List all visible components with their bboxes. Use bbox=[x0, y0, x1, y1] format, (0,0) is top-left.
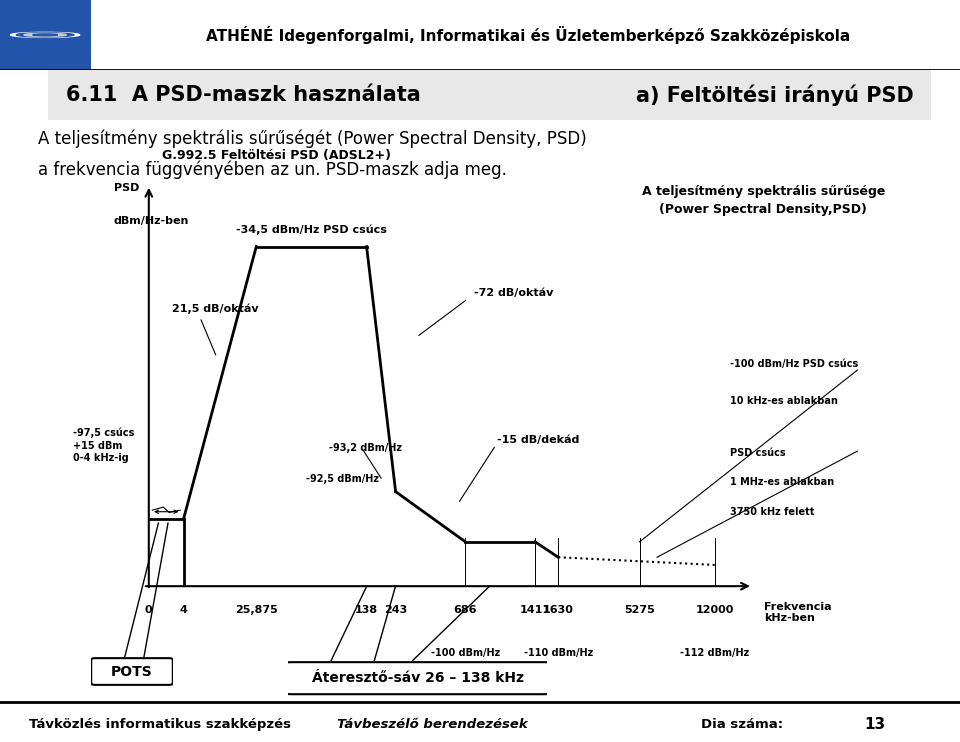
Text: 243: 243 bbox=[384, 605, 407, 615]
Text: 138: 138 bbox=[355, 605, 378, 615]
FancyBboxPatch shape bbox=[280, 662, 555, 695]
Text: -92,5 dBm/Hz: -92,5 dBm/Hz bbox=[305, 474, 378, 485]
Text: 25,875: 25,875 bbox=[235, 605, 277, 615]
Text: PSD: PSD bbox=[114, 183, 139, 193]
Text: 10 kHz-es ablakban: 10 kHz-es ablakban bbox=[730, 395, 837, 406]
Text: 1411: 1411 bbox=[519, 605, 551, 615]
Text: -72 dB/oktáv: -72 dB/oktáv bbox=[474, 288, 553, 298]
Text: 6.11  A PSD-maszk használata: 6.11 A PSD-maszk használata bbox=[65, 85, 420, 105]
Text: a frekvencia függvényében az un. PSD-maszk adja meg.: a frekvencia függvényében az un. PSD-mas… bbox=[37, 160, 507, 179]
Text: a) Feltöltési irányú PSD: a) Feltöltési irányú PSD bbox=[636, 85, 914, 105]
Text: Dia száma:: Dia száma: bbox=[701, 718, 783, 731]
Text: Távközlés informatikus szakképzés: Távközlés informatikus szakképzés bbox=[29, 718, 291, 731]
Circle shape bbox=[16, 33, 74, 37]
Text: 13: 13 bbox=[864, 717, 885, 732]
Text: -34,5 dBm/Hz PSD csúcs: -34,5 dBm/Hz PSD csúcs bbox=[236, 225, 387, 235]
Text: A teljesítmény spektrális sűrűségét (Power Spectral Density, PSD): A teljesítmény spektrális sűrűségét (Pow… bbox=[37, 129, 587, 148]
FancyBboxPatch shape bbox=[0, 0, 91, 70]
Text: 686: 686 bbox=[453, 605, 477, 615]
Text: G.992.5 Feltöltési PSD (ADSL2+): G.992.5 Feltöltési PSD (ADSL2+) bbox=[162, 148, 391, 162]
Text: -97,5 csúcs
+15 dBm
0-4 kHz-ig: -97,5 csúcs +15 dBm 0-4 kHz-ig bbox=[73, 427, 134, 463]
Circle shape bbox=[24, 33, 66, 36]
Text: -112 dBm/Hz: -112 dBm/Hz bbox=[681, 648, 750, 658]
Text: 5275: 5275 bbox=[624, 605, 655, 615]
Text: -110 dBm/Hz: -110 dBm/Hz bbox=[523, 648, 593, 658]
Text: 3750 kHz felett: 3750 kHz felett bbox=[730, 508, 814, 517]
Text: 1 MHz-es ablakban: 1 MHz-es ablakban bbox=[730, 477, 833, 487]
Text: A teljesítmény spektrális sűrűsége
(Power Spectral Density,PSD): A teljesítmény spektrális sűrűsége (Powe… bbox=[641, 185, 885, 216]
Circle shape bbox=[33, 34, 58, 36]
FancyBboxPatch shape bbox=[91, 658, 173, 685]
Text: 1630: 1630 bbox=[542, 605, 574, 615]
Text: Áteresztő-sáv 26 – 138 kHz: Áteresztő-sáv 26 – 138 kHz bbox=[312, 672, 523, 685]
Text: 21,5 dB/oktáv: 21,5 dB/oktáv bbox=[172, 303, 258, 314]
Text: 4: 4 bbox=[180, 605, 187, 615]
Text: PSD csúcs: PSD csúcs bbox=[730, 447, 785, 458]
Text: POTS: POTS bbox=[111, 665, 153, 678]
Text: ATHÉNÉ Idegenforgalmi, Informatikai és Üzletemberképző Szakközépiskola: ATHÉNÉ Idegenforgalmi, Informatikai és Ü… bbox=[205, 26, 851, 44]
FancyBboxPatch shape bbox=[48, 70, 931, 120]
Text: 12000: 12000 bbox=[696, 605, 734, 615]
Text: 0: 0 bbox=[145, 605, 153, 615]
Circle shape bbox=[11, 33, 80, 37]
Text: -93,2 dBm/Hz: -93,2 dBm/Hz bbox=[329, 444, 402, 453]
Text: -15 dB/dekád: -15 dB/dekád bbox=[497, 435, 580, 444]
Text: Távbeszélő berendezések: Távbeszélő berendezések bbox=[337, 718, 527, 731]
Text: Frekvencia
kHz-ben: Frekvencia kHz-ben bbox=[764, 602, 832, 623]
Text: -100 dBm/Hz: -100 dBm/Hz bbox=[431, 648, 500, 658]
Text: -100 dBm/Hz PSD csúcs: -100 dBm/Hz PSD csúcs bbox=[730, 358, 858, 369]
Text: dBm/Hz-ben: dBm/Hz-ben bbox=[114, 216, 189, 226]
